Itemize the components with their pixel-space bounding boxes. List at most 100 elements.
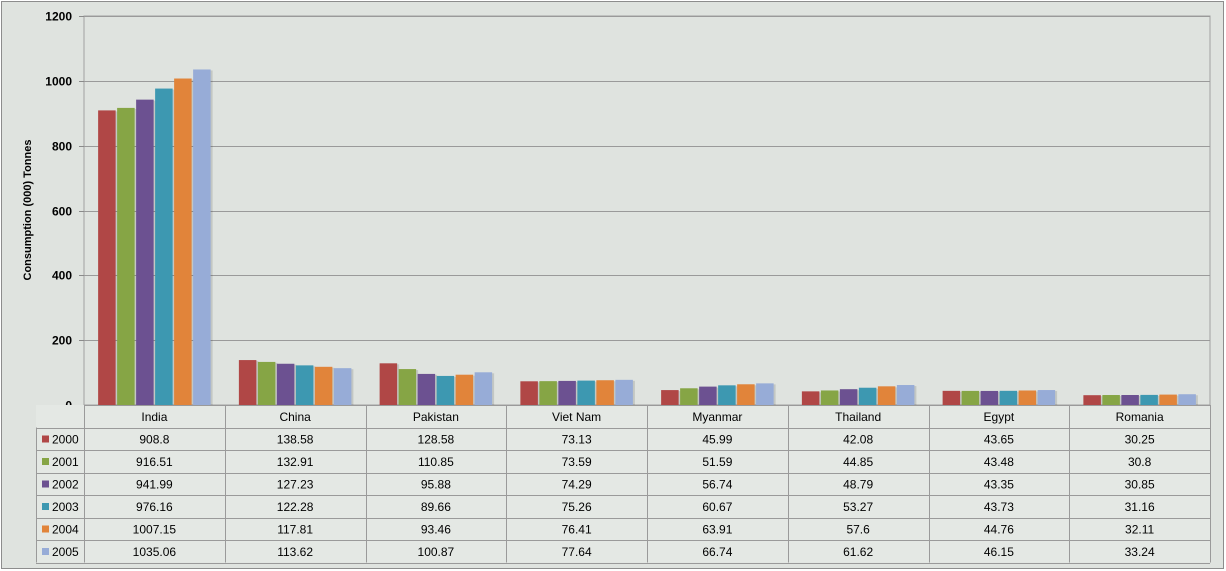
bar [1037, 390, 1056, 405]
y-tick-label: 800 [52, 140, 72, 154]
data-label: 1035.06 [133, 545, 177, 559]
y-tick-label: 400 [52, 269, 72, 283]
bar [801, 391, 820, 405]
x-tick-label: Egypt [984, 410, 1015, 424]
data-label: 57.6 [846, 523, 870, 537]
bar [155, 88, 173, 406]
data-label: 51.59 [702, 455, 732, 469]
legend-swatch [42, 458, 49, 465]
legend-label: 2002 [52, 478, 79, 492]
bar [756, 383, 774, 405]
x-tick-label: Thailand [835, 410, 881, 424]
y-tick-label: 1200 [45, 10, 72, 24]
data-label: 46.15 [984, 545, 1014, 559]
bar [877, 386, 896, 405]
bar [896, 385, 915, 405]
bar [1159, 394, 1177, 405]
bar [839, 389, 858, 405]
bar [577, 380, 595, 405]
legend-swatch [42, 503, 49, 510]
data-label: 66.74 [702, 545, 732, 559]
x-tick-label: Viet Nam [552, 410, 601, 424]
data-label: 93.46 [421, 523, 451, 537]
x-tick-label: Myanmar [692, 410, 742, 424]
data-label: 56.74 [702, 478, 732, 492]
bar [1140, 394, 1158, 405]
bar [398, 369, 417, 405]
data-label: 48.79 [843, 478, 873, 492]
data-label: 44.85 [843, 455, 873, 469]
data-label: 138.58 [277, 433, 314, 447]
bar [1102, 395, 1120, 405]
data-label: 63.91 [702, 523, 732, 537]
data-label: 128.58 [418, 433, 455, 447]
bar [699, 386, 717, 405]
y-tick-label: 1000 [45, 75, 72, 89]
bar [942, 390, 961, 405]
data-label: 100.87 [418, 545, 455, 559]
bar [615, 379, 633, 405]
data-label: 43.73 [984, 500, 1014, 514]
bar [379, 363, 398, 405]
data-label: 1007.15 [133, 523, 177, 537]
table-background [36, 405, 1210, 563]
data-label: 132.91 [277, 455, 314, 469]
bar [980, 390, 999, 405]
bar [558, 380, 576, 405]
legend-swatch [42, 480, 49, 488]
data-label: 117.81 [277, 523, 313, 537]
data-label: 30.8 [1128, 455, 1152, 469]
bar [98, 110, 116, 405]
bar [117, 107, 135, 405]
legend-swatch [42, 435, 49, 443]
data-label: 74.29 [562, 478, 592, 492]
data-label: 32.11 [1125, 523, 1154, 537]
data-label: 941.99 [136, 478, 173, 492]
data-label: 44.76 [984, 523, 1014, 537]
bar [858, 387, 877, 405]
bar [455, 374, 474, 405]
data-label: 33.24 [1125, 545, 1155, 559]
data-label: 95.88 [421, 478, 451, 492]
legend-label: 2005 [52, 545, 79, 559]
bar [257, 361, 276, 405]
bar [136, 99, 154, 405]
data-label: 43.65 [984, 433, 1014, 447]
data-label: 42.08 [843, 433, 873, 447]
x-tick-label: China [279, 410, 311, 424]
bar [520, 381, 538, 405]
bar [539, 381, 557, 405]
data-label: 43.48 [984, 455, 1014, 469]
data-label: 89.66 [421, 500, 451, 514]
bar [1083, 395, 1101, 405]
bar [238, 360, 257, 405]
bar [999, 390, 1018, 405]
bar [314, 366, 333, 405]
data-label: 61.62 [843, 545, 873, 559]
legend-label: 2001 [52, 455, 79, 469]
data-label: 75.26 [562, 500, 592, 514]
data-label: 30.25 [1125, 433, 1155, 447]
legend-label: 2004 [52, 523, 79, 537]
bar [333, 368, 352, 405]
y-tick-label: 600 [52, 205, 72, 219]
bar [596, 380, 614, 405]
bar [737, 384, 755, 405]
bar [474, 372, 493, 405]
bar [661, 390, 679, 405]
y-axis-label: Consumption (000) Tonnes [22, 140, 34, 281]
legend-label: 2000 [52, 433, 79, 447]
bar [276, 363, 295, 405]
data-label: 127.23 [277, 478, 314, 492]
legend-label: 2003 [52, 500, 79, 514]
data-label: 976.16 [136, 500, 173, 514]
data-label: 53.27 [843, 500, 873, 514]
data-label: 31.16 [1125, 500, 1155, 514]
data-label: 908.8 [139, 433, 169, 447]
bar [680, 388, 698, 405]
bar [295, 365, 314, 405]
data-label: 45.99 [702, 433, 732, 447]
bar [193, 69, 211, 405]
y-tick-label: 200 [52, 334, 72, 348]
